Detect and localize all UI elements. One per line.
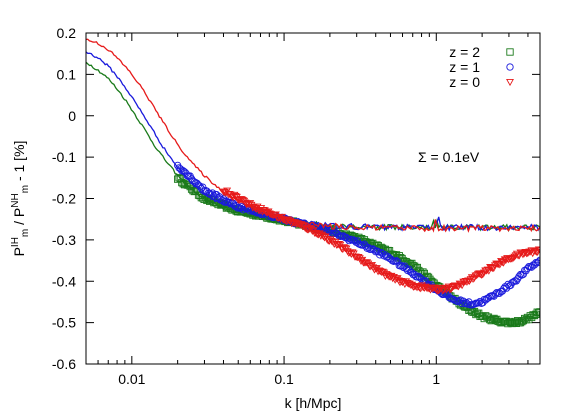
y-title-sub2: m <box>20 185 31 193</box>
x-tick-label: 0.1 <box>274 371 294 387</box>
legend-marker <box>506 78 514 87</box>
data-point <box>458 299 466 308</box>
sigma-annotation: Σ = 0.1eV <box>418 149 480 165</box>
data-point <box>463 300 472 308</box>
series-2 <box>86 51 540 309</box>
data-point <box>230 191 239 200</box>
tick-labels: 0.2 0.1 0 -0.1 -0.2 -0.3 -0.4 -0.5 -0.6 0.01 0.1 1 <box>52 25 441 387</box>
y-title-base1: P <box>11 247 27 256</box>
y-tick-label: -0.6 <box>52 356 76 372</box>
data-point <box>340 244 348 252</box>
data-point <box>483 266 492 274</box>
data-point <box>398 279 407 287</box>
data-point <box>475 299 483 307</box>
y-tick-label: 0.2 <box>57 25 77 41</box>
legend-entry: z = 2 <box>449 44 514 60</box>
data-point <box>403 279 412 287</box>
data-point <box>345 236 353 245</box>
legend-label: z = 0 <box>449 74 480 90</box>
legend-marker <box>506 48 514 56</box>
legend-entry: z = 0 <box>449 74 514 90</box>
legend-entry: z = 1 <box>449 59 514 75</box>
y-tick-label: -0.5 <box>52 315 76 331</box>
x-axis-title: k [h/Mpc] <box>285 395 342 411</box>
series-3 <box>86 38 540 295</box>
y-tick-label: -0.2 <box>52 191 76 207</box>
data-point <box>487 264 496 272</box>
data-point <box>348 249 357 257</box>
data-point <box>498 259 507 267</box>
series-1 <box>86 61 540 328</box>
data-point <box>257 205 266 213</box>
data-point <box>469 275 478 284</box>
x-tick-label: 0.01 <box>118 371 145 387</box>
series-line <box>86 38 540 233</box>
y-tick-label: -0.4 <box>52 273 76 289</box>
y-tick-label: 0 <box>68 108 76 124</box>
legend-label: z = 1 <box>449 59 480 75</box>
data-point <box>509 254 518 262</box>
data-point <box>246 207 254 215</box>
legend: z = 2z = 1z = 0 <box>449 44 514 90</box>
data-point <box>534 258 540 266</box>
data-point <box>432 286 441 294</box>
data-point <box>521 249 530 257</box>
series-markers <box>219 187 540 295</box>
data-point <box>497 257 506 266</box>
data-point <box>534 246 540 254</box>
y-title-sup1: IH <box>10 237 21 247</box>
data-point <box>302 225 311 233</box>
data-point <box>531 247 540 255</box>
data-point <box>301 224 310 232</box>
y-tick-label: 0.1 <box>57 66 77 82</box>
y-tick-label: -0.1 <box>52 149 76 165</box>
legend-marker <box>506 63 514 71</box>
data-point <box>461 299 469 308</box>
y-title-sub1: m <box>20 229 31 237</box>
y-axis-title: PIHm / PNHm - 1 [%] <box>10 141 31 257</box>
legend-label: z = 2 <box>449 44 480 60</box>
axis-ticks <box>85 32 540 365</box>
y-title-sup2: NH <box>10 193 21 207</box>
y-tick-label: -0.3 <box>52 232 76 248</box>
x-tick-label: 1 <box>432 371 440 387</box>
data-point <box>346 235 355 243</box>
series-layer <box>86 38 540 328</box>
data-point <box>344 235 352 243</box>
data-point <box>526 248 535 256</box>
data-point <box>534 309 540 317</box>
data-point <box>438 287 447 295</box>
y-title-tail: - 1 [%] <box>11 141 27 185</box>
y-title-mid: / P <box>11 208 27 229</box>
data-point <box>536 247 540 255</box>
